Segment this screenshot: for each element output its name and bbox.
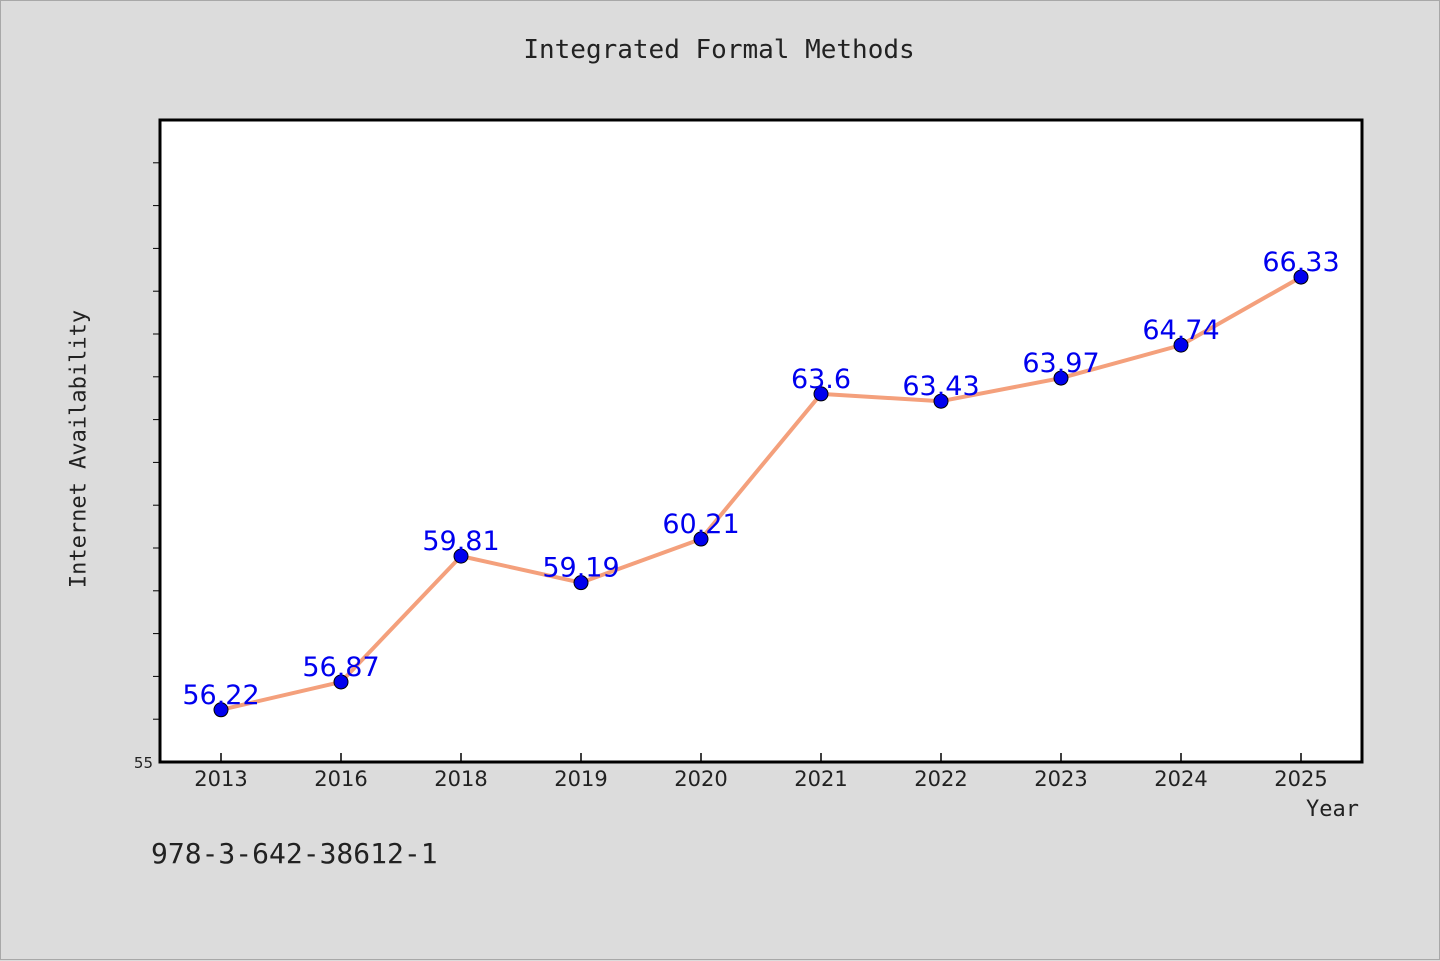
data-point bbox=[333, 674, 349, 690]
data-point bbox=[1053, 370, 1069, 386]
x-tick-label: 2023 bbox=[1034, 767, 1087, 791]
y-tick-label: 55 bbox=[134, 754, 153, 772]
data-label: 59.81 bbox=[422, 526, 499, 557]
data-point bbox=[813, 386, 829, 402]
data-label: 59.19 bbox=[542, 553, 619, 584]
data-label: 56.87 bbox=[302, 652, 379, 683]
chart-title: Integrated Formal Methods bbox=[523, 35, 915, 65]
x-tick-label: 2020 bbox=[674, 767, 727, 791]
x-tick-label: 2019 bbox=[554, 767, 607, 791]
x-axis-label: Year bbox=[1306, 797, 1359, 822]
data-point bbox=[693, 531, 709, 547]
data-label: 64.74 bbox=[1142, 315, 1219, 346]
x-tick-label: 2024 bbox=[1154, 767, 1207, 791]
data-point bbox=[933, 393, 949, 409]
x-tick-label: 2021 bbox=[794, 767, 847, 791]
data-point bbox=[453, 548, 469, 564]
data-point bbox=[1293, 269, 1309, 285]
series-line bbox=[220, 275, 1302, 712]
data-point bbox=[573, 575, 589, 591]
plot-area bbox=[158, 118, 1364, 764]
x-tick-label: 2013 bbox=[194, 767, 247, 791]
x-tick-label: 2016 bbox=[314, 767, 367, 791]
data-label: 63.43 bbox=[902, 371, 979, 402]
data-label: 66.33 bbox=[1262, 247, 1339, 278]
data-point bbox=[213, 702, 229, 718]
data-label: 63.97 bbox=[1022, 348, 1099, 379]
data-point bbox=[1173, 337, 1189, 353]
data-label: 60.21 bbox=[662, 509, 739, 540]
data-label: 56.22 bbox=[182, 680, 259, 711]
x-tick-label: 2022 bbox=[914, 767, 967, 791]
x-tick-label: 2025 bbox=[1274, 767, 1327, 791]
footnote-isbn: 978-3-642-38612-1 bbox=[151, 837, 438, 870]
x-tick-label: 2018 bbox=[434, 767, 487, 791]
data-label: 63.6 bbox=[791, 364, 851, 395]
